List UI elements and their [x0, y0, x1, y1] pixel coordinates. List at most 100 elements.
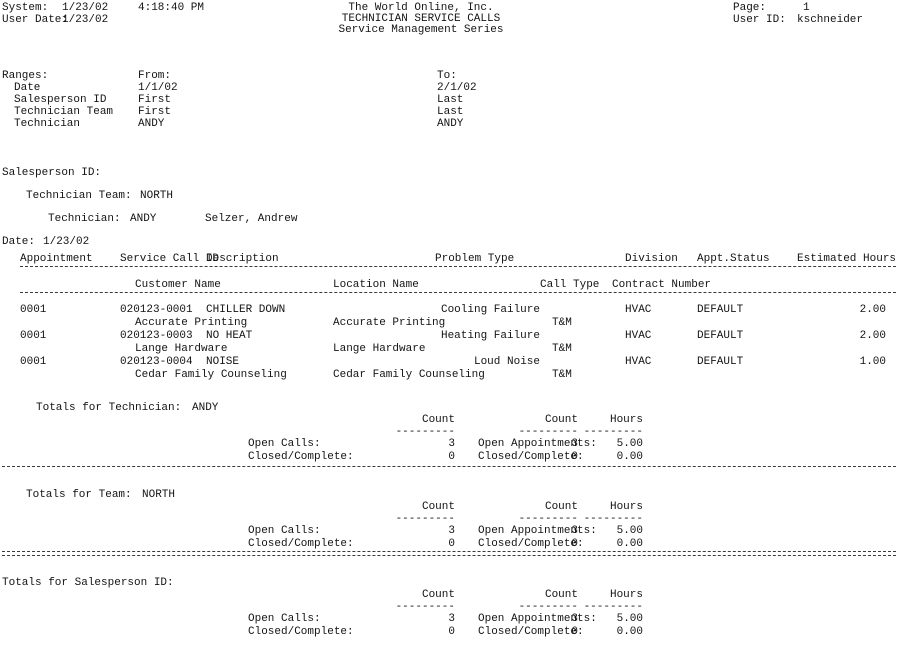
report-subtitle: Service Management Series	[338, 24, 504, 36]
count-header: Count	[544, 501, 578, 513]
range-from: ANDY	[138, 118, 165, 130]
cell-estimated-hours: 2.00	[859, 330, 886, 342]
totals-label: Totals for Salesperson ID:	[2, 577, 174, 589]
cell-description: NO HEAT	[206, 330, 253, 342]
closed-appointments-count: 0	[571, 451, 578, 463]
cell-division: HVAC	[625, 304, 652, 316]
page-label: Page:	[733, 2, 767, 14]
col-header-estimated-hours: Estimated Hours	[797, 253, 897, 265]
cell-division: HVAC	[625, 356, 652, 368]
count-header: Count	[544, 414, 578, 426]
system-time: 4:18:40 PM	[138, 2, 205, 14]
closed-calls-count: 0	[448, 451, 455, 463]
hours-header: Hours	[609, 501, 643, 513]
page-number: 1	[803, 2, 810, 14]
technician-team-value: NORTH	[140, 190, 174, 202]
count-header: Count	[421, 589, 455, 601]
cell-call-type: T&M	[552, 369, 572, 381]
dash-underline: ---------	[395, 426, 455, 438]
totals-value: NORTH	[142, 489, 176, 501]
totals-team-block: Totals for Team: NORTH Count Count Hours…	[0, 489, 900, 553]
range-to: Last	[437, 106, 464, 118]
cell-problem-type: Cooling Failure	[440, 304, 540, 316]
closed-calls-count: 0	[448, 538, 455, 550]
col-header-service-call-id: Service Call ID	[120, 253, 220, 265]
col-header-problem-type: Problem Type	[435, 253, 515, 265]
range-name: Salesperson ID	[14, 94, 107, 106]
dash-underline: ---------	[395, 601, 455, 613]
cell-estimated-hours: 2.00	[859, 304, 886, 316]
open-calls-count: 3	[448, 525, 455, 537]
system-label: System:	[2, 2, 49, 14]
user-date-label: User Date:	[2, 14, 69, 26]
cell-description: NOISE	[206, 356, 240, 368]
dash-underline: ---------	[518, 513, 578, 525]
technician-name: Selzer, Andrew	[205, 213, 298, 225]
count-header: Count	[421, 501, 455, 513]
col-header-appt-status: Appt.Status	[697, 253, 770, 265]
cell-call-type: T&M	[552, 343, 572, 355]
col-header-description: Description	[206, 253, 279, 265]
date-value: 1/23/02	[43, 236, 90, 248]
cell-division: HVAC	[625, 330, 652, 342]
cell-appointment: 0001	[20, 356, 47, 368]
open-appointments-count: 3	[571, 613, 578, 625]
technician-label: Technician:	[48, 213, 121, 225]
cell-location-name: Cedar Family Counseling	[333, 369, 485, 381]
dash-underline: ---------	[583, 513, 643, 525]
technician-id: ANDY	[130, 213, 157, 225]
dash-underline: ---------	[518, 426, 578, 438]
cell-appt-status: DEFAULT	[697, 330, 744, 342]
hours-header: Hours	[609, 414, 643, 426]
open-calls-label: Open Calls:	[248, 525, 321, 537]
range-from: 1/1/02	[138, 82, 178, 94]
closed-appointments-count: 0	[571, 538, 578, 550]
closed-appointments-count: 0	[571, 626, 578, 638]
closed-appointments-hours: 0.00	[616, 451, 643, 463]
range-to: Last	[437, 94, 464, 106]
closed-calls-count: 0	[448, 626, 455, 638]
section-separator-double	[2, 551, 896, 556]
closed-appointments-label: Closed/Complete:	[478, 538, 584, 550]
dash-underline: ---------	[583, 426, 643, 438]
closed-appointments-hours: 0.00	[616, 626, 643, 638]
cell-problem-type: Heating Failure	[440, 330, 540, 342]
open-calls-label: Open Calls:	[248, 438, 321, 450]
closed-calls-label: Closed/Complete:	[248, 451, 354, 463]
range-to: ANDY	[437, 118, 464, 130]
company-name: The World Online, Inc.	[348, 2, 494, 14]
cell-appointment: 0001	[20, 304, 47, 316]
system-date: 1/23/02	[62, 2, 109, 14]
count-header: Count	[544, 589, 578, 601]
count-header: Count	[421, 414, 455, 426]
to-label: To:	[437, 70, 457, 82]
date-label: Date:	[2, 236, 36, 248]
dash-underline: ---------	[518, 601, 578, 613]
totals-salesperson-block: Totals for Salesperson ID: Count Count H…	[0, 577, 900, 641]
range-from: First	[138, 106, 172, 118]
dash-underline: ---------	[395, 513, 455, 525]
closed-calls-label: Closed/Complete:	[248, 626, 354, 638]
closed-calls-label: Closed/Complete:	[248, 538, 354, 550]
cell-customer-name: Accurate Printing	[135, 317, 248, 329]
cell-problem-type: Loud Noise	[473, 356, 540, 368]
cell-customer-name: Lange Hardware	[135, 343, 228, 355]
totals-label: Totals for Team:	[26, 489, 132, 501]
range-to: 2/1/02	[437, 82, 477, 94]
cell-appointment: 0001	[20, 330, 47, 342]
open-appointments-label: Open Appointments:	[478, 525, 597, 537]
open-calls-label: Open Calls:	[248, 613, 321, 625]
from-label: From:	[138, 70, 172, 82]
technician-team-label: Technician Team:	[26, 190, 132, 202]
open-appointments-count: 3	[571, 438, 578, 450]
col-header-contract-number: Contract Number	[612, 279, 712, 291]
hours-header: Hours	[609, 589, 643, 601]
open-appointments-hours: 5.00	[616, 525, 643, 537]
cell-location-name: Accurate Printing	[333, 317, 446, 329]
totals-technician-block: Totals for Technician: ANDY Count Count …	[0, 402, 900, 466]
range-from: First	[138, 94, 172, 106]
col-header-location-name: Location Name	[333, 279, 419, 291]
open-appointments-hours: 5.00	[616, 613, 643, 625]
open-appointments-label: Open Appointments:	[478, 613, 597, 625]
